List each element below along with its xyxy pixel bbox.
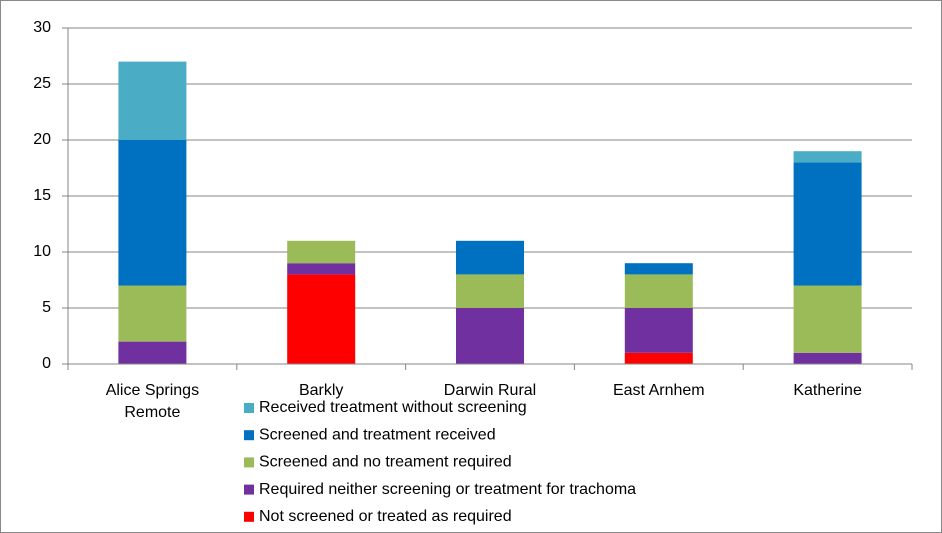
bar-segment	[793, 352, 862, 364]
y-tick-label: 30	[33, 19, 51, 36]
legend-swatch	[244, 457, 254, 468]
legend-swatch	[244, 511, 254, 522]
y-tick-label: 20	[33, 131, 51, 148]
bar-segment	[287, 263, 356, 275]
x-tick-label: Alice Springs Remote	[105, 382, 200, 421]
legend-label: Received treatment without screening	[259, 399, 527, 416]
bar-segment	[287, 240, 356, 264]
y-tick-label: 10	[33, 243, 51, 260]
bar-segment	[624, 274, 693, 308]
x-tick-label: Darwin Rural	[443, 382, 537, 399]
legend-swatch	[244, 403, 254, 413]
bar-segment	[456, 308, 524, 364]
x-tick-label: East Arnhem	[612, 382, 705, 399]
bar-segment	[624, 352, 693, 364]
legend-swatch	[244, 484, 254, 495]
legend-label: Required neither screening or treatment …	[259, 481, 636, 498]
y-tick-label: 15	[33, 187, 51, 204]
y-tick-label: 5	[42, 299, 51, 316]
bar-segment	[793, 285, 862, 353]
bar-segment	[624, 308, 693, 353]
y-tick-label: 0	[42, 355, 51, 372]
bar-segment	[793, 151, 862, 163]
bar-segment	[793, 162, 862, 286]
bar-segment	[287, 274, 356, 364]
bar-segment	[456, 274, 524, 308]
legend-swatch	[244, 430, 254, 441]
bar-segment	[118, 61, 187, 140]
bar-segment	[118, 341, 187, 364]
bar-segment	[118, 285, 187, 342]
y-tick-label: 25	[33, 75, 51, 92]
bar-segment	[118, 140, 187, 286]
legend-label: Screened and treatment received	[259, 426, 496, 443]
bar-segment	[456, 240, 524, 275]
legend-label: Not screened or treated as required	[259, 508, 512, 525]
legend-label: Screened and no treament required	[259, 454, 512, 471]
x-tick-label: Barkly	[298, 382, 344, 399]
x-tick-label: Katherine	[793, 382, 862, 399]
bar-segment	[624, 263, 693, 275]
